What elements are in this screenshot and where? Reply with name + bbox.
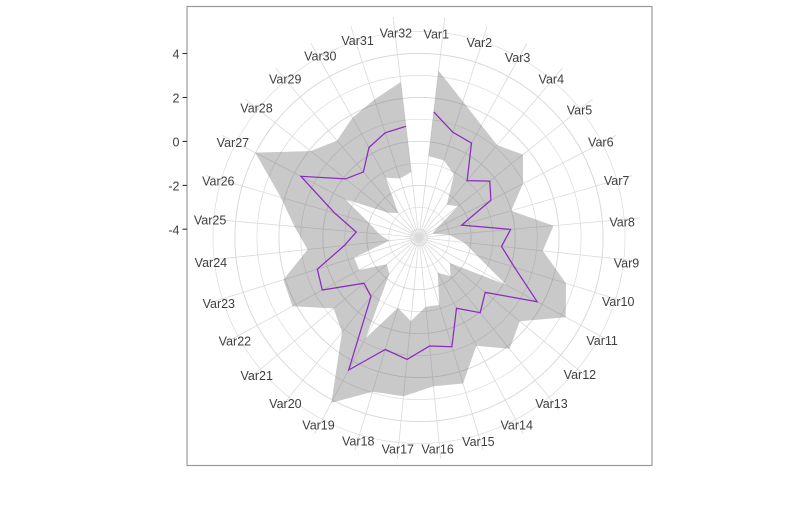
svg-text:Var28: Var28 bbox=[240, 102, 272, 116]
svg-text:Var31: Var31 bbox=[341, 34, 373, 48]
svg-text:Var8: Var8 bbox=[609, 215, 635, 229]
svg-text:4: 4 bbox=[173, 48, 180, 62]
svg-text:-4: -4 bbox=[168, 223, 179, 237]
svg-text:Var12: Var12 bbox=[564, 368, 596, 382]
svg-text:Var17: Var17 bbox=[382, 443, 414, 457]
svg-text:2: 2 bbox=[173, 92, 180, 106]
svg-text:Var13: Var13 bbox=[535, 397, 567, 411]
svg-text:Var3: Var3 bbox=[505, 51, 531, 65]
svg-text:Var16: Var16 bbox=[421, 443, 453, 457]
svg-text:Var5: Var5 bbox=[567, 103, 593, 117]
svg-text:Var14: Var14 bbox=[500, 418, 532, 432]
svg-text:Var1: Var1 bbox=[424, 28, 450, 42]
svg-text:Var25: Var25 bbox=[194, 214, 226, 228]
svg-text:Var29: Var29 bbox=[269, 73, 301, 87]
svg-text:Var32: Var32 bbox=[380, 27, 412, 41]
svg-text:-2: -2 bbox=[168, 180, 179, 194]
svg-text:Var30: Var30 bbox=[304, 49, 336, 63]
svg-text:Var23: Var23 bbox=[203, 297, 235, 311]
svg-text:Var19: Var19 bbox=[302, 418, 334, 432]
svg-text:Var6: Var6 bbox=[588, 136, 614, 150]
svg-text:Var10: Var10 bbox=[602, 295, 634, 309]
svg-text:Var21: Var21 bbox=[240, 369, 272, 383]
svg-text:Var2: Var2 bbox=[467, 36, 493, 50]
svg-text:Var26: Var26 bbox=[202, 175, 234, 189]
svg-text:Var9: Var9 bbox=[614, 256, 640, 270]
svg-text:Var7: Var7 bbox=[604, 174, 630, 188]
svg-text:Var27: Var27 bbox=[217, 136, 249, 150]
svg-text:Var18: Var18 bbox=[342, 435, 374, 449]
svg-text:Var15: Var15 bbox=[462, 435, 494, 449]
svg-text:Var11: Var11 bbox=[586, 334, 618, 348]
svg-text:Var4: Var4 bbox=[539, 73, 565, 87]
svg-text:Var24: Var24 bbox=[195, 256, 227, 270]
svg-text:0: 0 bbox=[173, 136, 180, 150]
svg-text:Var22: Var22 bbox=[219, 334, 251, 348]
svg-text:Var20: Var20 bbox=[269, 397, 301, 411]
